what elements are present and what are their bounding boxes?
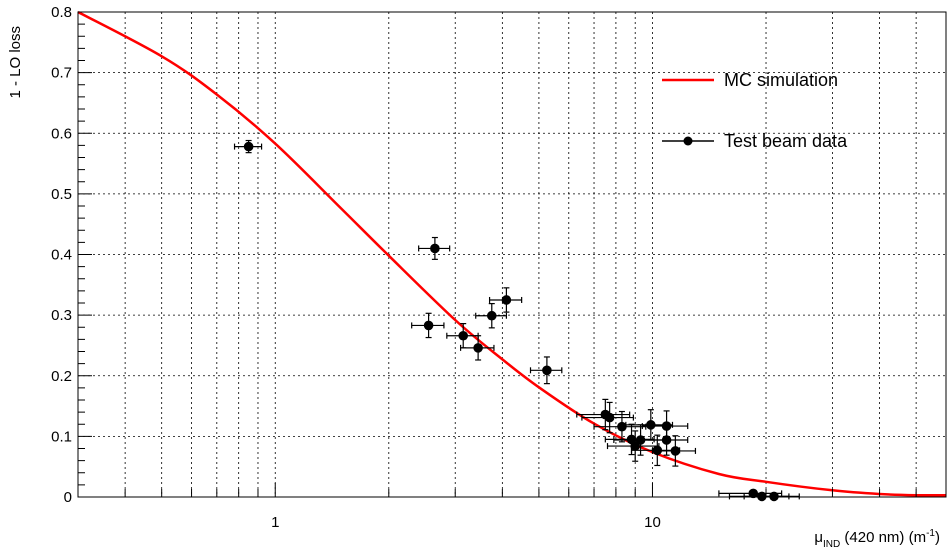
mc-simulation-series xyxy=(77,10,947,497)
y-tick-label: 0.2 xyxy=(51,368,72,385)
y-tick-label: 0 xyxy=(64,489,72,506)
data-marker xyxy=(661,435,672,445)
data-point xyxy=(581,401,634,434)
data-marker xyxy=(617,421,627,432)
legend-mc-label: MC simulation xyxy=(724,70,838,90)
data-point xyxy=(459,335,495,361)
grid xyxy=(78,12,946,497)
x-axis-title-base: μ xyxy=(814,529,823,546)
x-axis-title-sup: -1 xyxy=(926,528,935,539)
x-axis-title-close: ) xyxy=(935,529,940,546)
legend: MC simulation Test beam data xyxy=(662,70,848,151)
data-point xyxy=(743,491,800,502)
data-point xyxy=(233,139,263,154)
data-point xyxy=(651,435,697,467)
data-marker xyxy=(486,310,497,321)
x-tick-label: 1 xyxy=(271,514,279,531)
data-marker xyxy=(458,330,469,341)
data-point xyxy=(593,410,647,443)
data-marker xyxy=(501,295,512,305)
x-tick-label: 10 xyxy=(644,514,661,531)
legend-data-label: Test beam data xyxy=(724,131,848,151)
y-tick-label: 0.3 xyxy=(51,307,72,324)
data-marker xyxy=(542,365,552,376)
data-point xyxy=(641,424,689,456)
data-marker xyxy=(604,412,615,423)
data-point xyxy=(475,303,507,329)
y-tick-label: 0.8 xyxy=(51,4,72,21)
data-marker xyxy=(748,488,759,499)
y-axis-title: 1 - LO loss xyxy=(7,26,24,99)
mc-simulation-curve xyxy=(77,10,947,497)
data-marker xyxy=(670,446,681,456)
data-point xyxy=(411,312,445,339)
test-beam-data-series xyxy=(233,139,800,502)
x-axis-title: μIND (420 nm) (m-1) xyxy=(814,528,940,550)
data-marker xyxy=(423,320,434,331)
axis-ticks xyxy=(77,11,947,498)
y-tick-label: 0.1 xyxy=(51,428,72,445)
y-tick-label: 0.7 xyxy=(51,65,72,82)
data-marker xyxy=(769,491,779,502)
data-marker xyxy=(646,420,656,430)
data-marker xyxy=(652,445,663,456)
data-marker xyxy=(635,435,646,445)
y-tick-label: 0.6 xyxy=(51,125,72,142)
data-marker xyxy=(473,343,483,353)
data-marker xyxy=(430,243,440,254)
y-tick-labels: 0 0.1 0.2 0.3 0.4 0.5 0.6 0.7 0.8 xyxy=(51,4,72,506)
data-point xyxy=(529,356,563,385)
x-axis-title-rest: (420 nm) (m xyxy=(840,529,926,546)
data-point xyxy=(488,287,523,313)
data-marker xyxy=(243,141,254,152)
x-tick-labels: 1 10 xyxy=(271,514,661,531)
y-tick-label: 0.4 xyxy=(51,247,72,264)
legend-data-marker xyxy=(683,136,693,146)
x-axis-title-sub: IND xyxy=(823,539,840,550)
y-tick-label: 0.5 xyxy=(51,186,72,203)
data-point xyxy=(418,236,451,260)
